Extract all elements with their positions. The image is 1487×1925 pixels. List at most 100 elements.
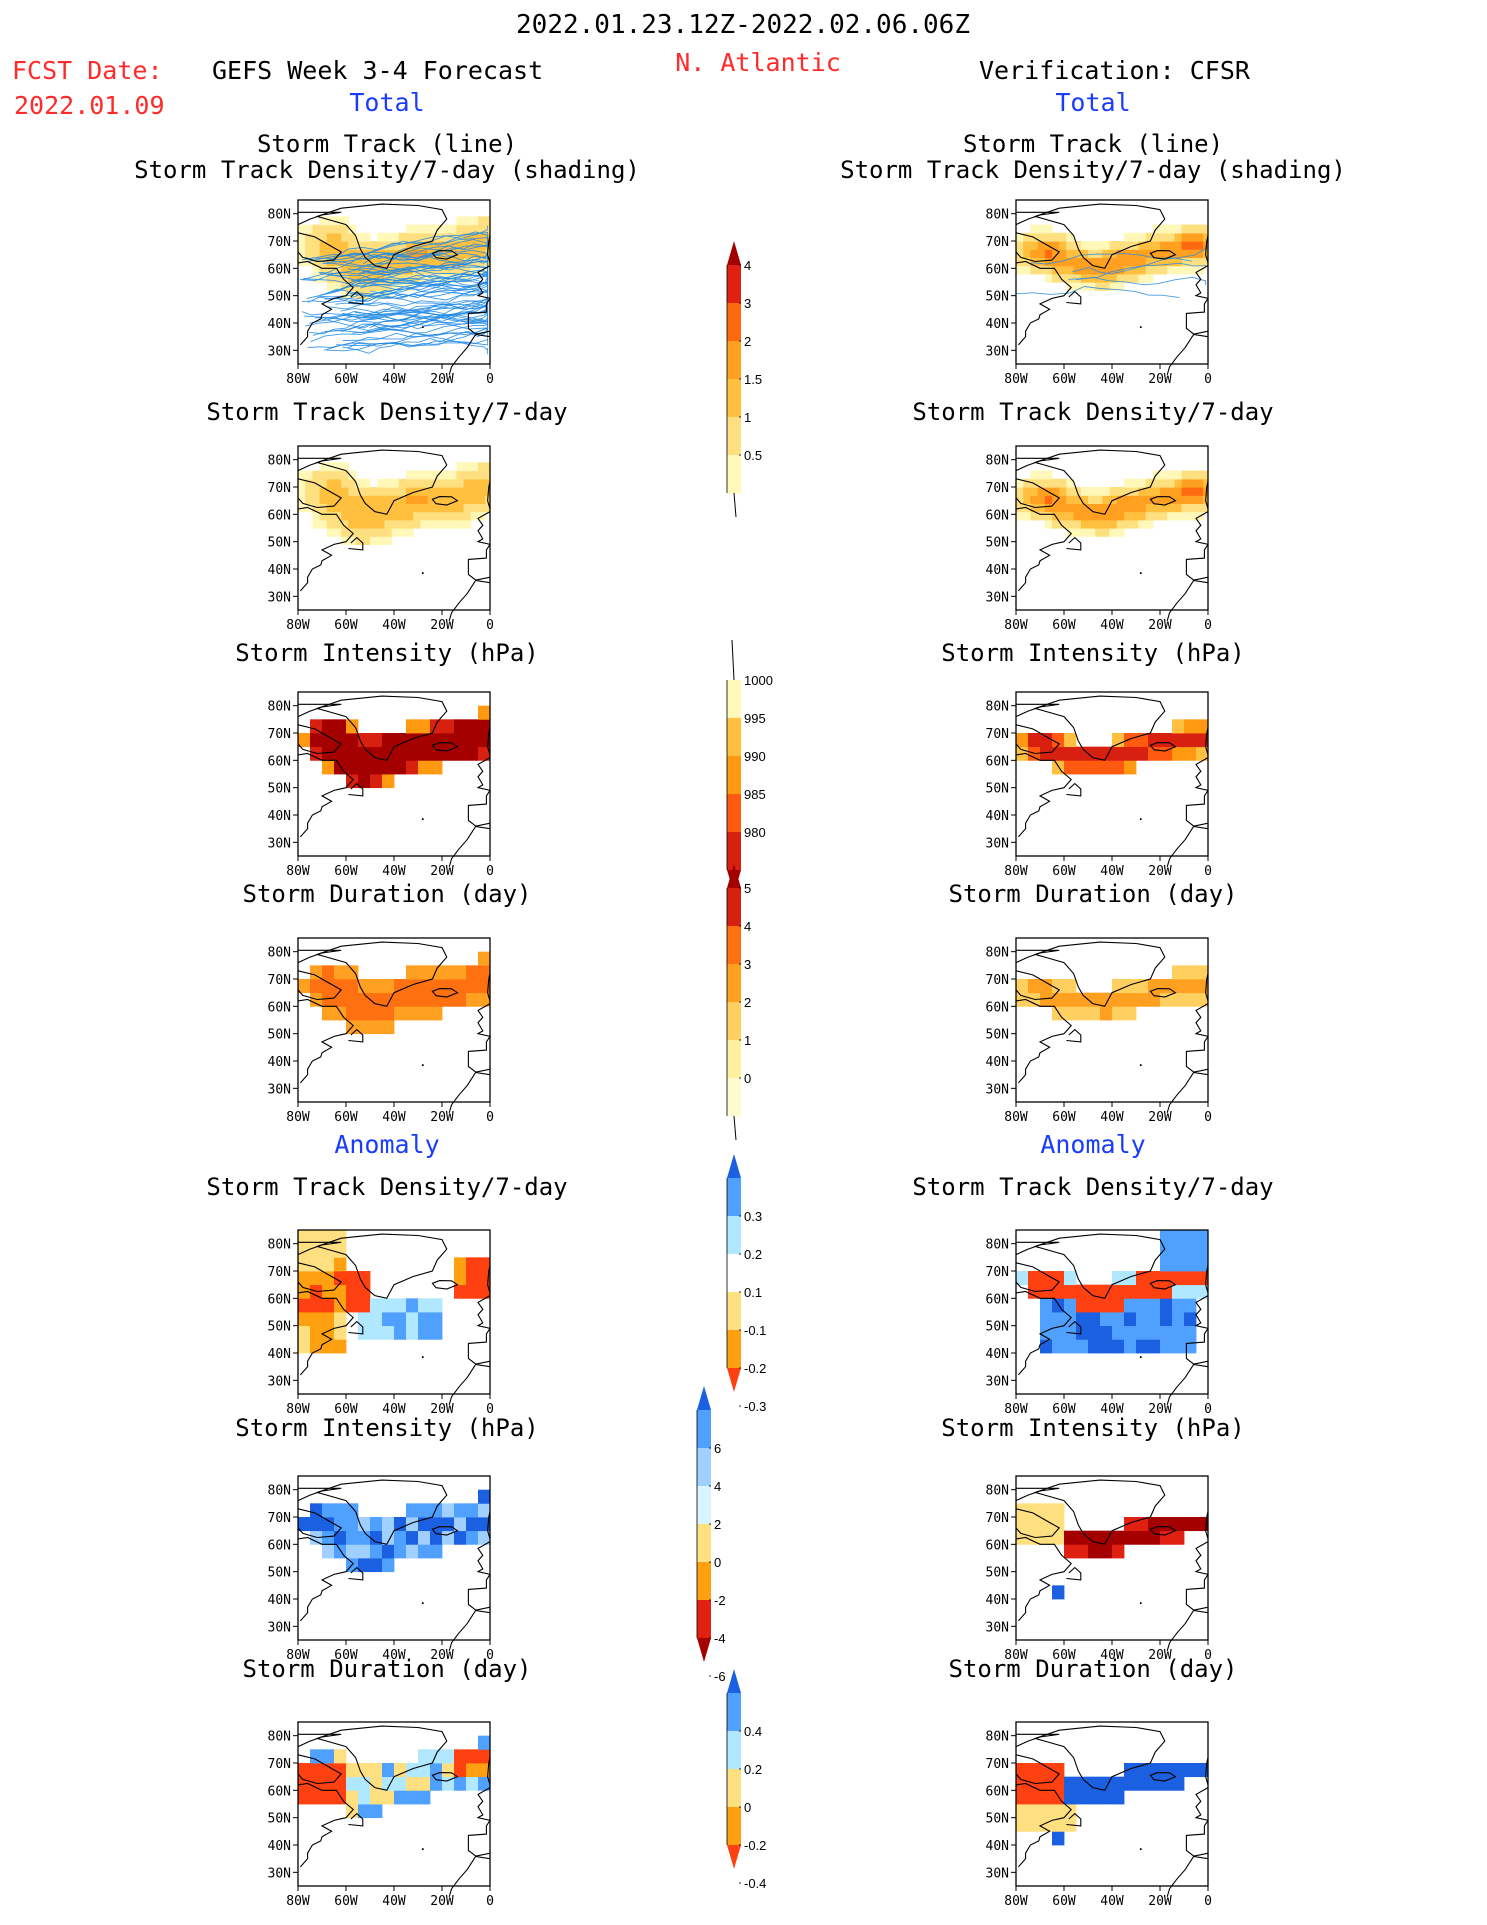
lat-tick-label: 60N (986, 1000, 1009, 1015)
lat-tick-label: 40N (268, 317, 291, 332)
date-range-title: 2022.01.23.12Z-2022.02.06.06Z (516, 10, 970, 40)
lon-tick-label: 80W (286, 1648, 310, 1663)
lon-tick-label: 0 (486, 1648, 494, 1663)
lon-tick-label: 40W (382, 1648, 406, 1663)
map-panel-fcst_density: 80W 60W 40W 20W 0 80N 70N 60N 50N 40N 30N (268, 445, 494, 633)
verification-column-title: Verification: CFSR (979, 56, 1250, 85)
lat-tick-label: 30N (986, 1082, 1009, 1097)
lon-tick-label: 60W (1052, 372, 1076, 387)
lat-tick-label: 60N (268, 508, 291, 523)
map-panel-obs_duration: 80W 60W 40W 20W 0 80N 70N 60N 50N 40N 30N (986, 937, 1212, 1125)
lon-tick-label: 0 (486, 372, 494, 387)
lat-tick-label: 80N (268, 700, 291, 715)
lat-tick-label: 40N (986, 317, 1009, 332)
lat-tick-label: 70N (268, 1511, 291, 1526)
fcst-date-label: FCST Date: (12, 56, 163, 85)
lon-tick-label: 80W (286, 1402, 310, 1417)
colorbar-label: 3 (744, 296, 751, 311)
lat-tick-label: 50N (986, 1566, 1009, 1581)
colorbar-label: 4 (744, 258, 751, 273)
lat-tick-label: 60N (268, 1000, 291, 1015)
map-panel-fcst_density_anom: 80W 60W 40W 20W 0 80N 70N 60N 50N 40N 30N (268, 1229, 494, 1417)
lon-tick-label: 40W (1100, 1894, 1124, 1909)
lat-tick-label: 70N (986, 481, 1009, 496)
lon-tick-label: 20W (1148, 1402, 1172, 1417)
lat-tick-label: 80N (986, 946, 1009, 961)
lat-tick-label: 30N (986, 1866, 1009, 1881)
lat-tick-label: 60N (986, 262, 1009, 277)
lat-tick-label: 70N (268, 1757, 291, 1772)
lat-tick-label: 70N (268, 973, 291, 988)
lat-tick-label: 50N (268, 536, 291, 551)
lat-tick-label: 40N (268, 1055, 291, 1070)
lat-tick-label: 80N (268, 1730, 291, 1745)
lon-tick-label: 40W (1100, 618, 1124, 633)
obs-track-title-2: Storm Track Density/7-day (shading) (840, 156, 1346, 184)
colorbar-label: 2 (744, 995, 751, 1010)
lon-tick-label: 80W (1004, 1894, 1028, 1909)
lat-tick-label: 70N (986, 1757, 1009, 1772)
lat-tick-label: 50N (268, 782, 291, 797)
lat-tick-label: 50N (986, 1028, 1009, 1043)
lon-tick-label: 60W (1052, 864, 1076, 879)
fcst-intensity-title: Storm Intensity (hPa) (235, 639, 539, 667)
map-panel-fcst_intensity: 80W 60W 40W 20W 0 80N 70N 60N 50N 40N 30N (268, 691, 494, 879)
lon-tick-label: 0 (486, 618, 494, 633)
colorbar-label: 0 (744, 1800, 751, 1815)
colorbar-label: 0.2 (744, 1247, 762, 1262)
colorbar-label: -0.1 (744, 1323, 766, 1338)
obs-duration-anom-title: Storm Duration (day) (948, 1655, 1238, 1683)
lat-tick-label: 80N (268, 1484, 291, 1499)
left-total-label: Total (349, 88, 425, 117)
lat-tick-label: 60N (986, 1538, 1009, 1553)
obs-intensity-anom-title: Storm Intensity (hPa) (941, 1414, 1245, 1442)
map-panel-obs_intensity: 80W 60W 40W 20W 0 80N 70N 60N 50N 40N 30N (986, 691, 1212, 879)
map-panel-fcst_duration_anom: 80W 60W 40W 20W 0 80N 70N 60N 50N 40N 30N (268, 1721, 494, 1909)
lon-tick-label: 60W (334, 1402, 358, 1417)
lon-tick-label: 20W (1148, 1648, 1172, 1663)
colorbar-label: 0 (744, 1071, 751, 1086)
lon-tick-label: 0 (1204, 1402, 1212, 1417)
colorbar-density_total: 0.5 1 1.5 2 3 4 (726, 241, 762, 518)
colorbar-label: -4 (714, 1631, 726, 1646)
lat-tick-label: 50N (986, 1812, 1009, 1827)
lon-tick-label: 40W (382, 1110, 406, 1125)
lat-tick-label: 30N (268, 344, 291, 359)
lon-tick-label: 40W (382, 1402, 406, 1417)
lat-tick-label: 70N (268, 727, 291, 742)
lat-tick-label: 40N (986, 1839, 1009, 1854)
colorbar-label: 0.5 (744, 448, 762, 463)
colorbar-label: -0.3 (744, 1399, 766, 1414)
fcst-date-value: 2022.01.09 (14, 91, 165, 120)
lat-tick-label: 40N (268, 809, 291, 824)
lon-tick-label: 40W (382, 618, 406, 633)
lat-tick-label: 80N (986, 208, 1009, 223)
lon-tick-label: 80W (1004, 864, 1028, 879)
lat-tick-label: 70N (268, 235, 291, 250)
obs-density-title: Storm Track Density/7-day (912, 398, 1274, 426)
lon-tick-label: 20W (430, 864, 454, 879)
lat-tick-label: 60N (268, 754, 291, 769)
colorbar-intensity_total: 1000 995 990 985 980 (726, 639, 773, 894)
lat-tick-label: 30N (268, 1866, 291, 1881)
lat-tick-label: 60N (986, 1784, 1009, 1799)
colorbar-label: -0.2 (744, 1361, 766, 1376)
colorbar-label: 4 (744, 919, 751, 934)
lat-tick-label: 30N (986, 836, 1009, 851)
lat-tick-label: 50N (268, 1320, 291, 1335)
lon-tick-label: 60W (334, 618, 358, 633)
colorbar-intensity_anomaly: 6 4 2 0 -2 -4 -6 (696, 1386, 726, 1684)
obs-density-anom-title: Storm Track Density/7-day (912, 1173, 1274, 1201)
lon-tick-label: 40W (1100, 1110, 1124, 1125)
lon-tick-label: 20W (1148, 1110, 1172, 1125)
colorbar-label: 1.5 (744, 372, 762, 387)
lat-tick-label: 60N (268, 1538, 291, 1553)
map-panel-fcst_intensity_anom: 80W 60W 40W 20W 0 80N 70N 60N 50N 40N 30N (268, 1475, 494, 1663)
lat-tick-label: 70N (986, 235, 1009, 250)
map-panel-fcst_track: 80W 60W 40W 20W 0 80N 70N 60N 50N 40N 30N (268, 199, 494, 387)
lat-tick-label: 60N (268, 262, 291, 277)
fcst-intensity-anom-title: Storm Intensity (hPa) (235, 1414, 539, 1442)
colorbar-label: -2 (714, 1593, 726, 1608)
map-panel-obs_intensity_anom: 80W 60W 40W 20W 0 80N 70N 60N 50N 40N 30N (986, 1475, 1212, 1663)
colorbar-label: 2 (714, 1517, 721, 1532)
